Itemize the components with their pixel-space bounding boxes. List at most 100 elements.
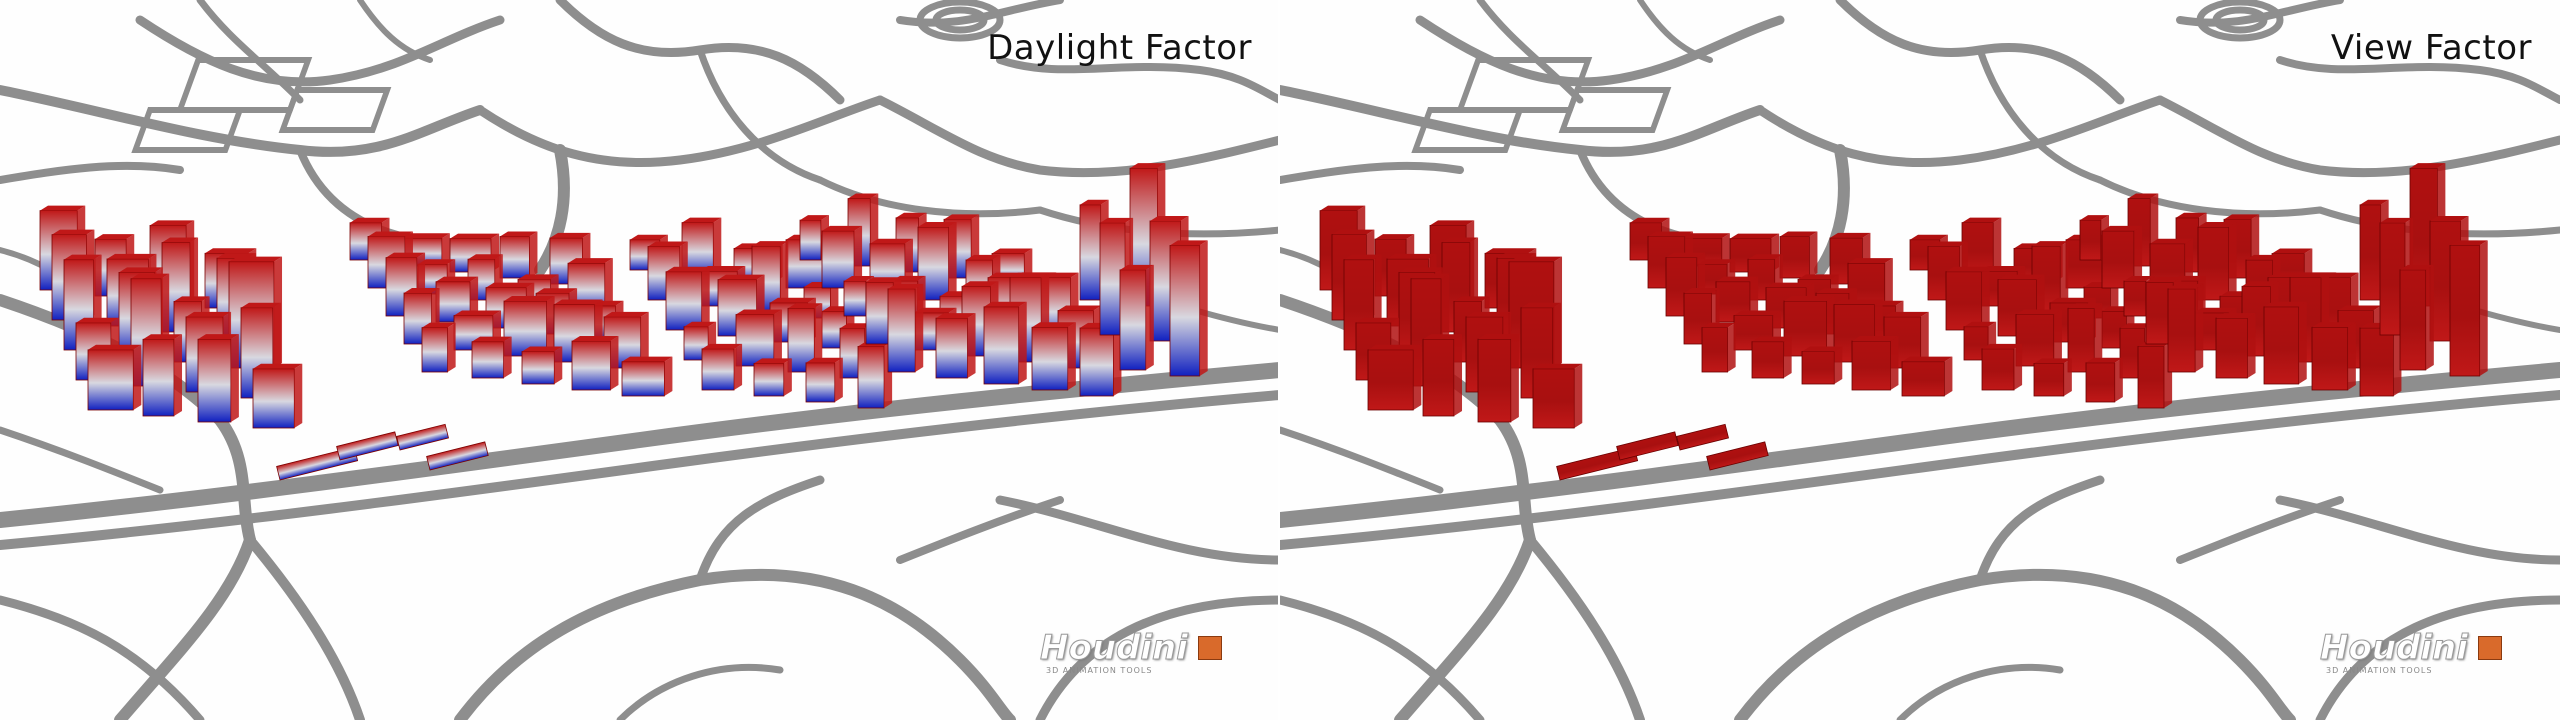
building-roof bbox=[95, 234, 135, 240]
building-cluster bbox=[1319, 163, 2488, 481]
building-side bbox=[610, 335, 619, 390]
building bbox=[1532, 368, 1575, 429]
building-roof bbox=[754, 358, 792, 364]
building-roof bbox=[718, 274, 765, 280]
building bbox=[1616, 431, 1679, 461]
building-roof bbox=[554, 299, 603, 305]
building bbox=[1665, 257, 1698, 317]
building bbox=[142, 338, 175, 417]
building-roof bbox=[2272, 248, 2313, 254]
roundabout bbox=[932, 6, 988, 34]
building-roof bbox=[866, 277, 902, 283]
building bbox=[1119, 269, 1147, 371]
road bbox=[1525, 535, 1645, 720]
building-roof bbox=[936, 313, 976, 319]
building-roof bbox=[241, 302, 281, 308]
road bbox=[114, 534, 256, 720]
building-side bbox=[1826, 295, 1835, 356]
street-grid bbox=[278, 87, 392, 133]
building-roof bbox=[2102, 225, 2143, 231]
building-roof bbox=[1399, 267, 1443, 273]
building-roof bbox=[2400, 264, 2434, 270]
building bbox=[1801, 351, 1835, 385]
building-roof bbox=[984, 301, 1027, 307]
building-roof bbox=[2050, 297, 2096, 303]
building-roof bbox=[1630, 217, 1670, 223]
building-side bbox=[1890, 335, 1899, 390]
building-roof bbox=[914, 307, 957, 313]
daylight-scene bbox=[0, 0, 1280, 720]
road bbox=[135, 15, 505, 87]
building-roof bbox=[1120, 264, 1154, 270]
road bbox=[475, 95, 885, 167]
building-side bbox=[2425, 264, 2434, 370]
building-roof bbox=[150, 220, 195, 226]
building-roof bbox=[1466, 311, 1512, 317]
road bbox=[2276, 56, 2560, 104]
building bbox=[621, 361, 665, 397]
building-roof bbox=[1332, 229, 1375, 235]
logo-tagline: 3D ANIMATION TOOLS bbox=[2326, 666, 2433, 675]
building-roof bbox=[648, 241, 688, 247]
building-roof bbox=[1998, 274, 2045, 280]
building-roof bbox=[844, 276, 875, 282]
street-grid bbox=[131, 107, 245, 153]
building bbox=[665, 271, 703, 331]
building-roof bbox=[1748, 254, 1783, 260]
building-roof bbox=[2124, 276, 2155, 282]
building bbox=[197, 338, 232, 423]
building-roof bbox=[436, 276, 479, 282]
building-roof bbox=[1902, 356, 1953, 362]
road bbox=[0, 362, 1280, 528]
building-side bbox=[915, 283, 924, 372]
building-roof bbox=[1816, 288, 1858, 294]
building-roof bbox=[1928, 241, 1968, 247]
building bbox=[887, 288, 916, 373]
building bbox=[1422, 338, 1455, 417]
building bbox=[1367, 349, 1414, 411]
building-roof bbox=[2216, 313, 2256, 319]
building-roof bbox=[944, 214, 980, 220]
building-roof bbox=[143, 334, 183, 340]
building-side bbox=[1145, 264, 1154, 370]
building-roof bbox=[840, 323, 873, 329]
road bbox=[1814, 144, 1850, 276]
building-side bbox=[664, 356, 673, 396]
building-roof bbox=[1946, 266, 1990, 272]
building bbox=[336, 431, 399, 461]
building-roof bbox=[1752, 336, 1792, 342]
road bbox=[0, 595, 205, 720]
building-side bbox=[640, 311, 649, 368]
logo-mark-icon bbox=[2478, 636, 2502, 660]
building-roof bbox=[966, 254, 1001, 260]
building-roof bbox=[2264, 301, 2307, 307]
building-side bbox=[2228, 221, 2237, 300]
building-roof bbox=[486, 282, 535, 288]
building-roof bbox=[1387, 253, 1437, 259]
panel-title-daylight: Daylight Factor bbox=[987, 28, 1252, 68]
building-roof bbox=[1509, 256, 1563, 262]
building-roof bbox=[522, 346, 563, 352]
building-roof bbox=[1730, 233, 1780, 239]
building-roof bbox=[1058, 305, 1102, 311]
building bbox=[421, 327, 449, 373]
building-roof bbox=[822, 225, 863, 231]
building-roof bbox=[76, 317, 120, 323]
road bbox=[0, 426, 164, 494]
building-roof bbox=[1798, 274, 1839, 280]
building-side bbox=[1884, 258, 1893, 312]
building-roof bbox=[1834, 299, 1883, 305]
building bbox=[2079, 219, 2102, 261]
building bbox=[701, 348, 735, 391]
building-roof bbox=[2338, 305, 2382, 311]
building-roof bbox=[1170, 240, 1208, 246]
building-roof bbox=[2034, 358, 2072, 364]
building bbox=[1981, 348, 2015, 391]
building-roof bbox=[2176, 212, 2207, 218]
building bbox=[2015, 314, 2055, 367]
building-side bbox=[1067, 322, 1076, 390]
building bbox=[471, 341, 505, 379]
building-roof bbox=[1442, 237, 1479, 243]
building-roof bbox=[1100, 217, 1134, 223]
road bbox=[1975, 475, 2105, 585]
